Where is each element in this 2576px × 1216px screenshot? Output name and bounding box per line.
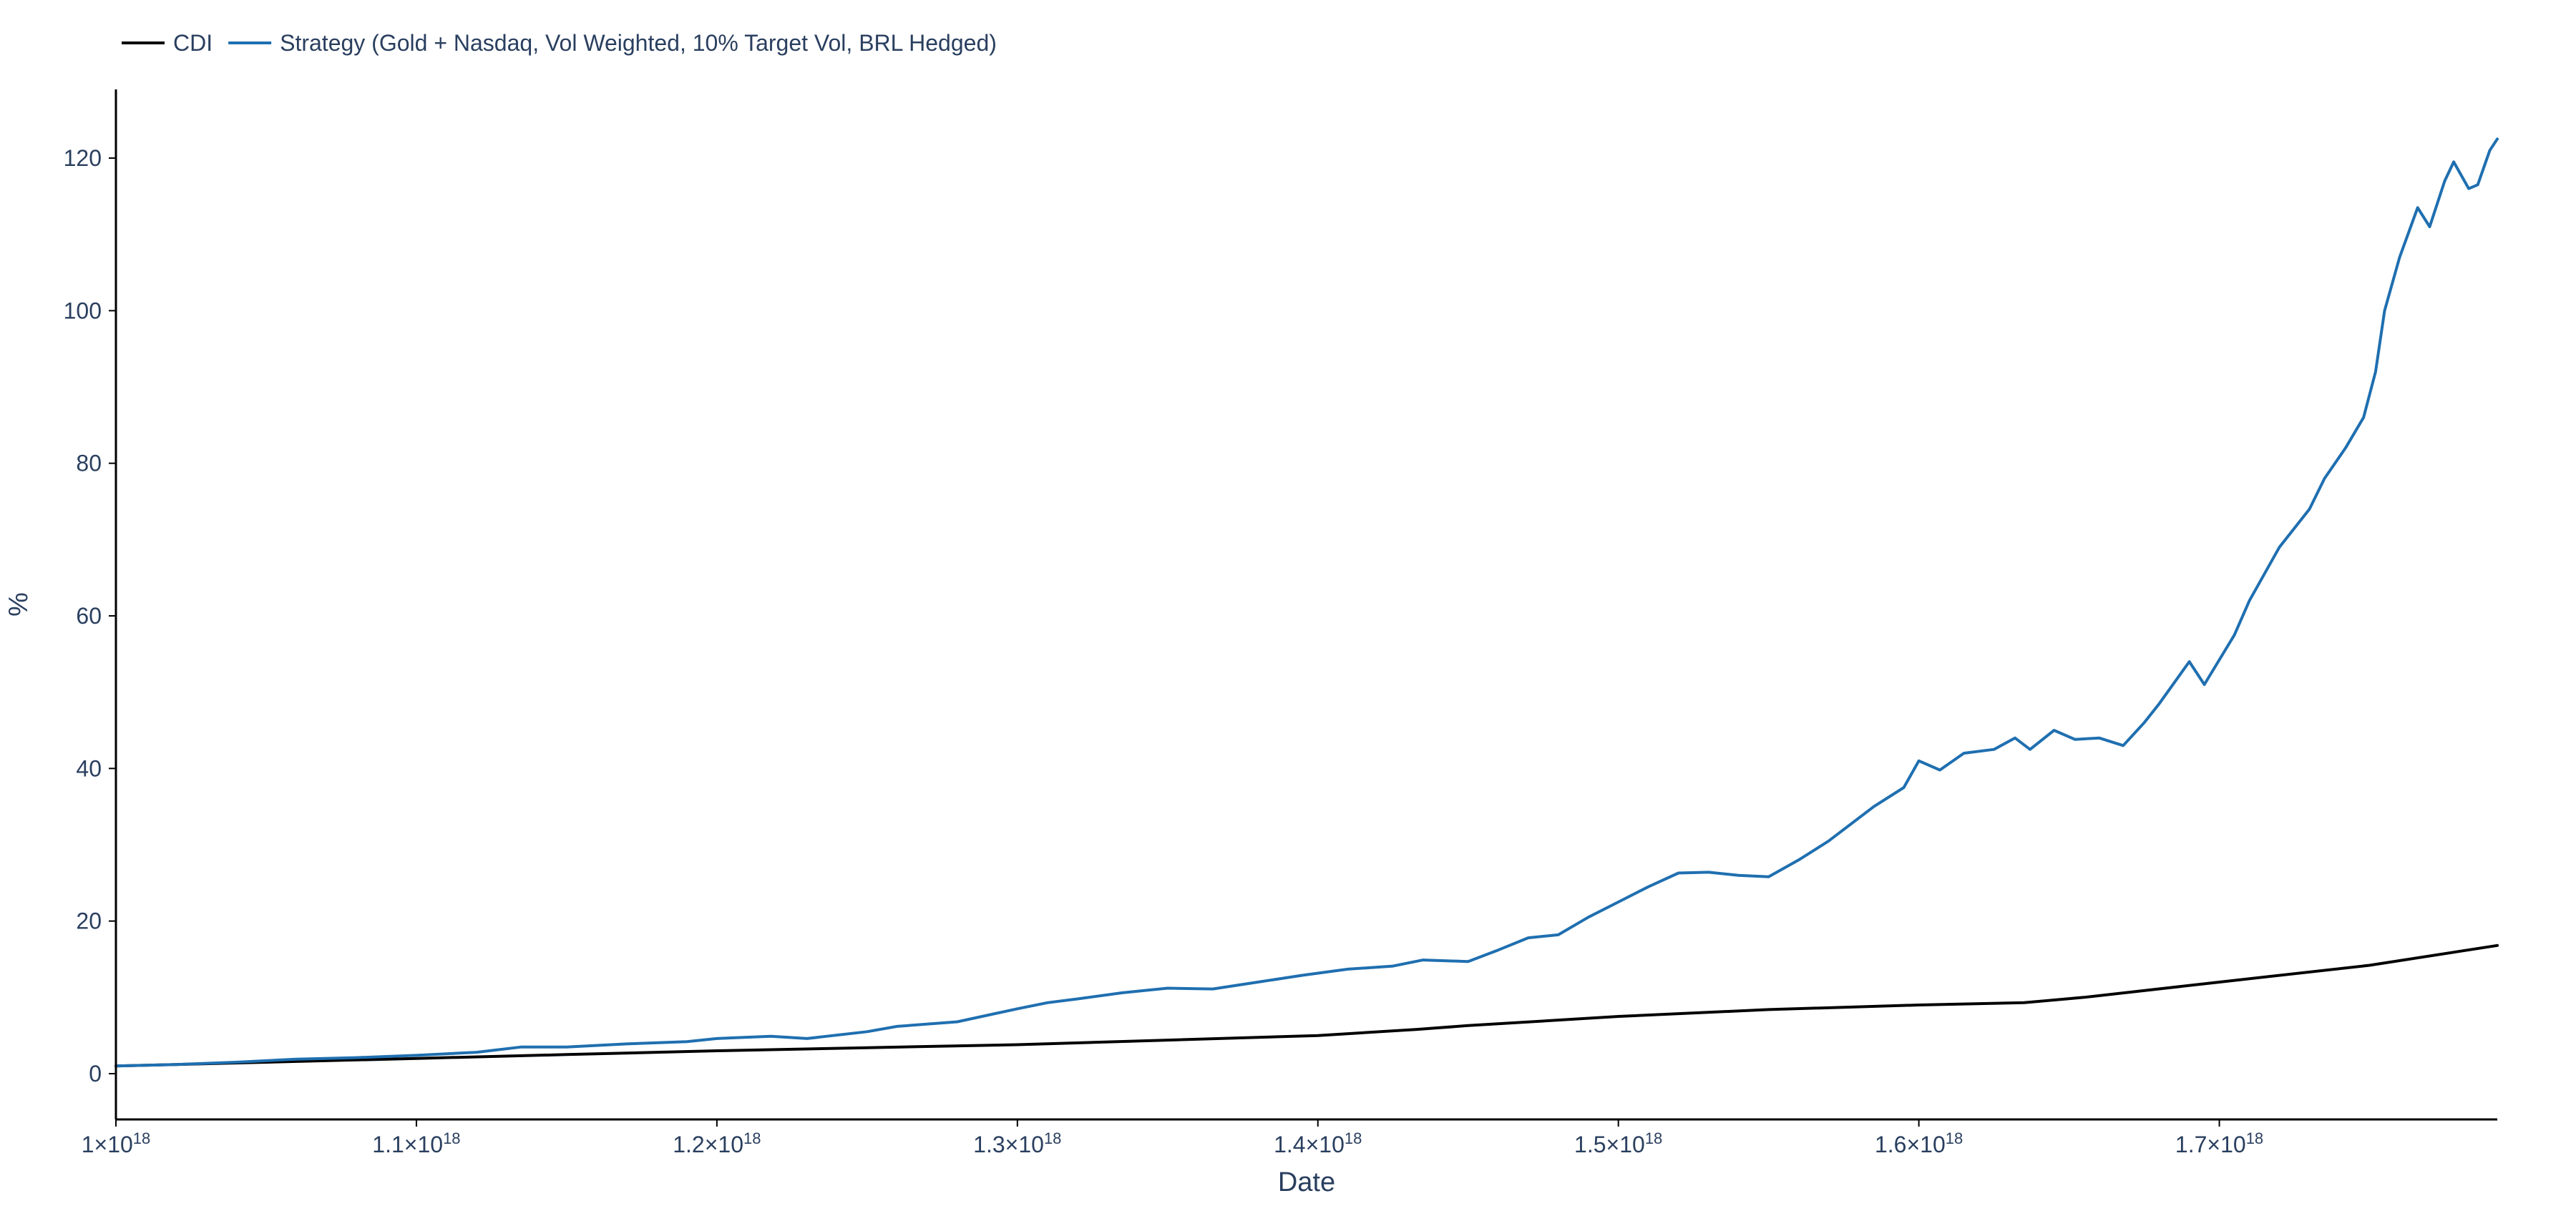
y-tick-label: 60 [76, 603, 102, 629]
y-axis-title: % [4, 592, 34, 617]
legend-label-0: CDI [173, 30, 213, 56]
x-axis-title: Date [1278, 1167, 1335, 1197]
x-tick-label: 1.4×1018 [1274, 1129, 1362, 1157]
y-tick-label: 0 [89, 1061, 102, 1087]
series-line-1 [114, 137, 2499, 1068]
x-tick-label: 1.7×1018 [2175, 1129, 2263, 1157]
y-tick-label: 40 [76, 755, 102, 781]
plot-area [114, 137, 2499, 1068]
y-tick-label: 100 [64, 298, 102, 323]
axes [114, 89, 2497, 1121]
x-tick-label: 1.2×1018 [673, 1129, 761, 1157]
y-axis-ticks: 0 20 40 60 80 100 120 [64, 145, 116, 1087]
legend-label-1: Strategy (Gold + Nasdaq, Vol Weighted, 1… [280, 30, 997, 56]
y-tick-label: 20 [76, 908, 102, 934]
x-tick-label: 1.3×1018 [973, 1129, 1061, 1157]
x-tick-label: 1.6×1018 [1875, 1129, 1963, 1157]
y-tick-label: 120 [64, 145, 102, 171]
x-axis-ticks: 1×1018 1.1×1018 1.2×1018 1.3×1018 1.4×1018 1.… [82, 1119, 2263, 1157]
x-tick-label: 1×1018 [82, 1129, 151, 1157]
y-tick-label: 80 [76, 451, 102, 476]
series-line-0 [114, 943, 2499, 1068]
x-tick-label: 1.5×1018 [1574, 1129, 1662, 1157]
x-tick-label: 1.1×1018 [372, 1129, 460, 1157]
legend: CDI Strategy (Gold + Nasdaq, Vol Weighted… [122, 30, 997, 56]
